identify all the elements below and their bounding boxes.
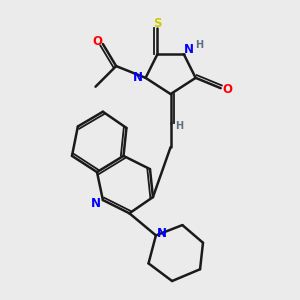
Text: N: N bbox=[184, 44, 194, 56]
Text: O: O bbox=[222, 83, 232, 96]
Text: N: N bbox=[91, 197, 100, 210]
Text: S: S bbox=[153, 17, 162, 30]
Text: N: N bbox=[158, 226, 167, 239]
Text: N: N bbox=[133, 71, 143, 84]
Text: H: H bbox=[195, 40, 203, 50]
Text: H: H bbox=[176, 121, 184, 131]
Text: O: O bbox=[93, 34, 103, 48]
